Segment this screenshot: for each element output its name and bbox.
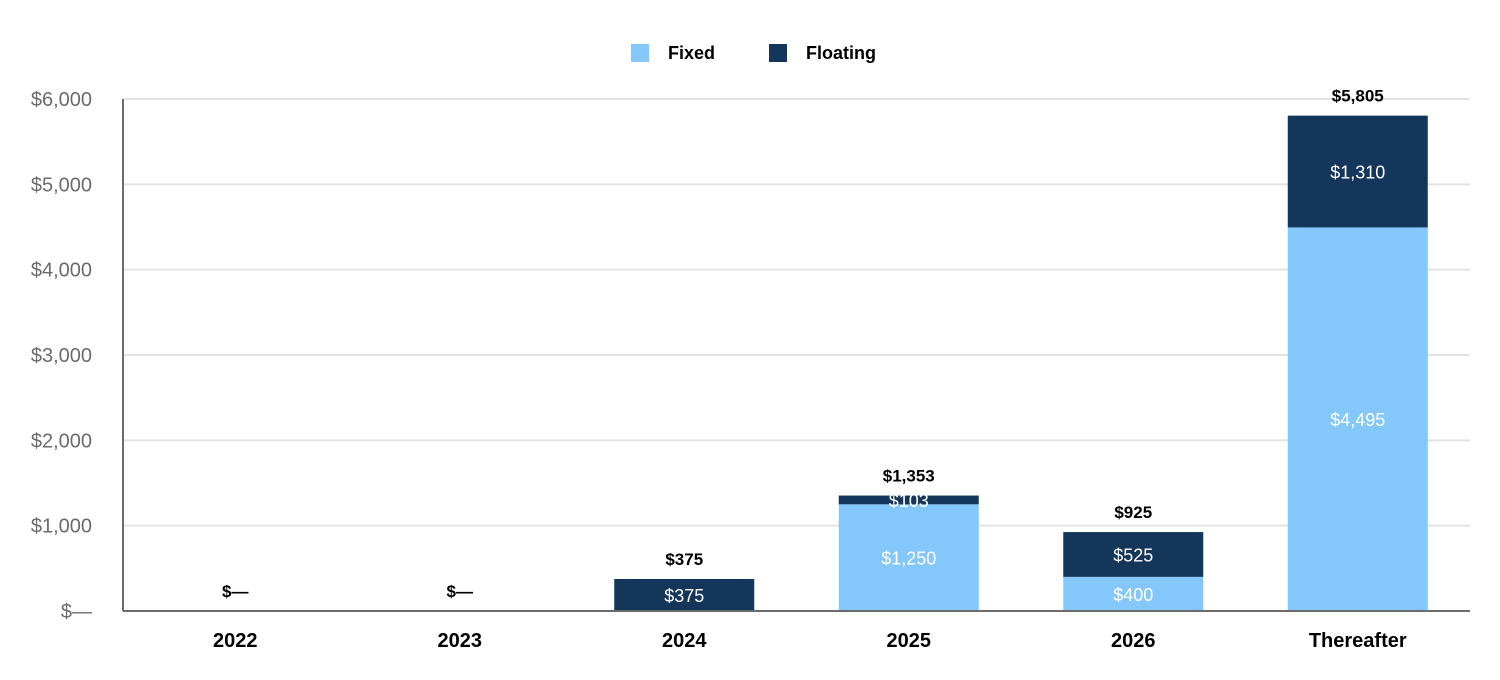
total-label: $— <box>222 582 248 601</box>
segment-label-floating: $525 <box>1113 545 1153 565</box>
segment-label-floating: $375 <box>664 586 704 606</box>
legend: Fixed Floating <box>631 43 876 63</box>
x-tick-label: 2024 <box>662 630 707 652</box>
total-label: $— <box>447 582 473 601</box>
legend-swatch-floating <box>769 44 787 62</box>
y-axis-ticks: $— $1,000 $2,000 $3,000 $4,000 $5,000 $6,000 <box>31 89 92 623</box>
bar-segment-floating <box>614 579 755 611</box>
y-tick-label: $6,000 <box>31 89 92 111</box>
x-tick-label: 2025 <box>887 630 932 652</box>
y-tick-label: $2,000 <box>31 430 92 452</box>
bar-segment-fixed <box>1063 576 1204 611</box>
total-labels: $— $— $375 $1,353 $925 $5,805 <box>222 87 1384 601</box>
segment-label-floating: $103 <box>889 491 929 511</box>
y-tick-label: $1,000 <box>31 516 92 538</box>
bar-segment-floating <box>838 495 979 505</box>
segment-labels: $375 $1,250 $103 $400 $525 $4,495 $1,310 <box>664 163 1385 606</box>
x-tick-label: 2026 <box>1111 630 1156 652</box>
gridlines <box>123 98 1470 527</box>
total-label: $5,805 <box>1332 87 1384 106</box>
x-axis-ticks: 2022 2023 2024 2025 2026 Thereafter <box>213 630 1407 652</box>
x-tick-label: 2022 <box>213 630 258 652</box>
y-tick-label: $4,000 <box>31 260 92 282</box>
x-tick-label: 2023 <box>438 630 483 652</box>
segment-label-floating: $1,310 <box>1330 163 1385 183</box>
total-label: $375 <box>665 550 703 569</box>
bar-segment-floating <box>1063 532 1204 577</box>
segment-label-fixed: $1,250 <box>881 549 936 569</box>
y-tick-label: $5,000 <box>31 174 92 196</box>
legend-swatch-fixed <box>631 44 649 62</box>
x-tick-label: Thereafter <box>1309 630 1407 652</box>
legend-label-floating: Floating <box>806 43 876 63</box>
y-tick-label: $— <box>61 601 92 623</box>
total-label: $1,353 <box>883 467 935 486</box>
bar-segment-fixed <box>1287 227 1428 611</box>
bars <box>614 115 1428 611</box>
y-tick-label: $3,000 <box>31 345 92 367</box>
legend-label-fixed: Fixed <box>668 43 715 63</box>
bar-segment-floating <box>1287 115 1428 228</box>
segment-label-fixed: $400 <box>1113 585 1153 605</box>
segment-label-fixed: $4,495 <box>1330 410 1385 430</box>
bar-segment-fixed <box>838 504 979 611</box>
total-label: $925 <box>1114 503 1152 522</box>
